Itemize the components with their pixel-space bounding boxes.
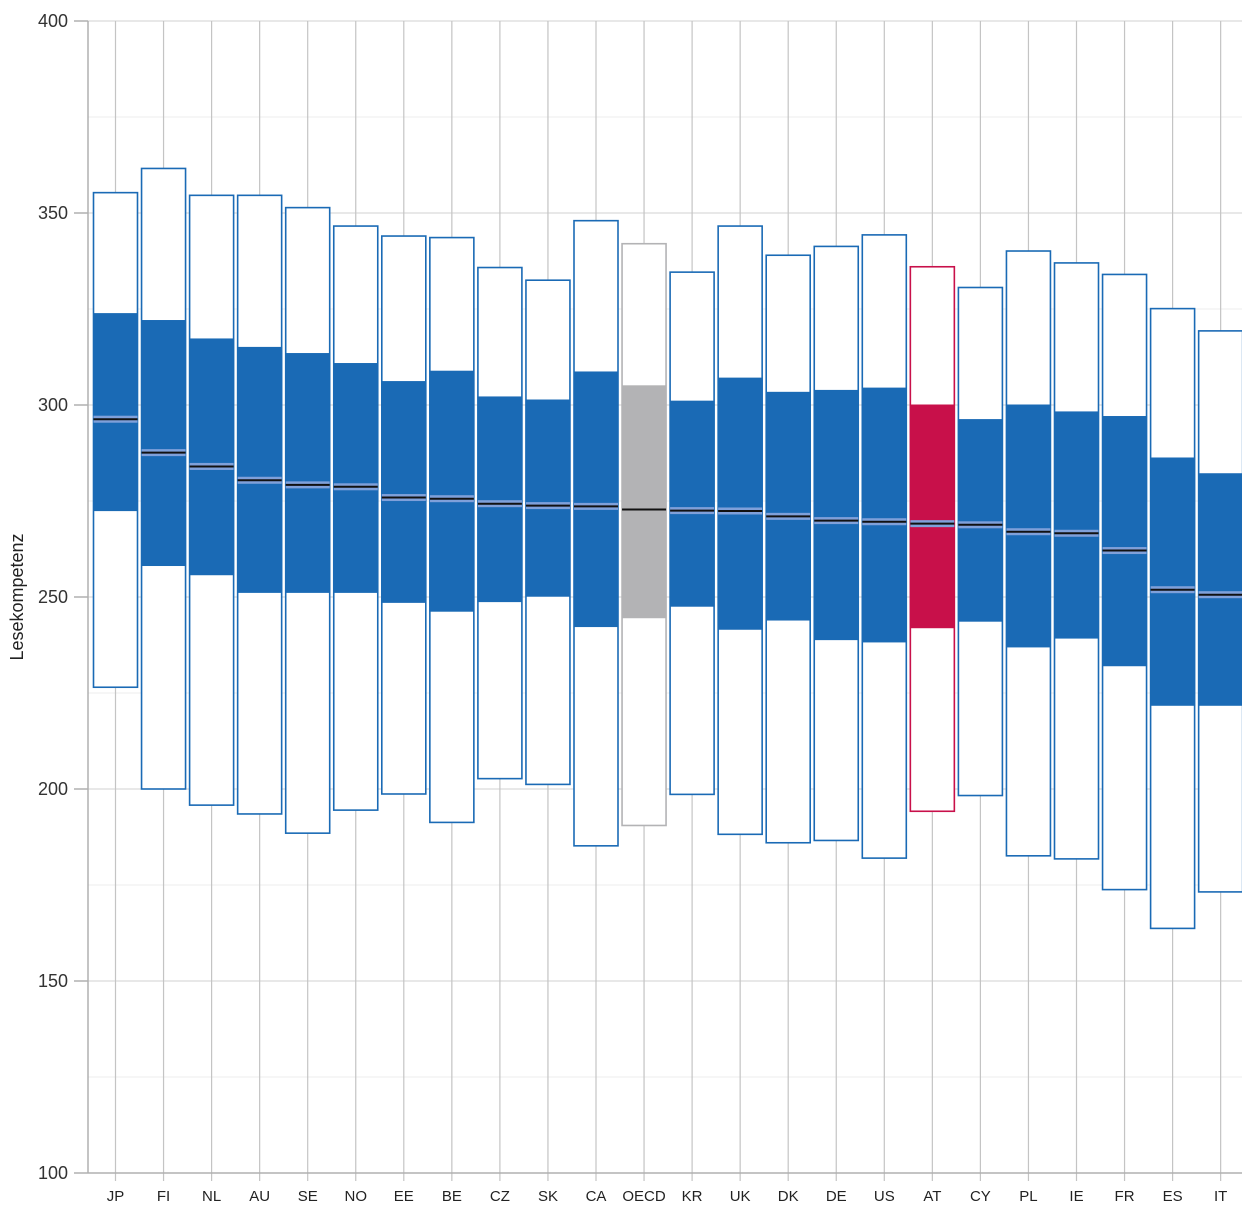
box-oecd [621, 242, 667, 827]
box-es [1149, 307, 1196, 930]
box-be [429, 236, 475, 824]
percentile-25-75-bar [1054, 411, 1099, 639]
x-category-label: IE [1069, 1188, 1083, 1205]
x-category-label: EE [394, 1188, 414, 1205]
x-category-label: CZ [490, 1188, 510, 1205]
x-category-label: IT [1214, 1188, 1227, 1205]
percentile-25-75-bar [1005, 404, 1051, 648]
x-category-label: DK [778, 1188, 799, 1205]
y-tick-label: 350 [38, 203, 68, 223]
box-cy [957, 286, 1004, 797]
x-category-label: US [874, 1188, 895, 1205]
percentile-25-75-bar [1150, 457, 1196, 706]
percentile-25-75-bar [333, 363, 379, 593]
percentile-25-75-bar [957, 419, 1003, 622]
y-tick-label: 250 [38, 587, 68, 607]
x-category-label: SK [538, 1188, 558, 1205]
percentile-25-75-bar [909, 404, 955, 629]
percentile-25-75-bar [477, 396, 523, 603]
percentile-25-75-bar [861, 387, 907, 643]
box-cz [477, 266, 523, 780]
x-category-label: CA [586, 1188, 607, 1205]
x-category-label: BE [442, 1188, 462, 1205]
box-dk [765, 254, 812, 844]
percentile-25-75-bar [621, 385, 667, 619]
percentile-25-75-bar [717, 377, 763, 630]
box-nl [188, 194, 235, 806]
x-category-label: PL [1019, 1188, 1037, 1205]
percentile-25-75-bar [237, 346, 283, 593]
x-category-label: AU [249, 1188, 270, 1205]
percentile-25-75-bar [141, 320, 187, 567]
y-axis-title: Lesekompetenz [7, 533, 27, 660]
box-ee [380, 235, 427, 795]
y-tick-label: 400 [38, 11, 68, 31]
x-category-label: NL [202, 1188, 221, 1205]
x-category-label: DE [826, 1188, 847, 1205]
y-tick-label: 150 [38, 971, 68, 991]
percentile-25-75-bar [573, 371, 619, 628]
box-uk [717, 225, 763, 836]
x-category-label: NO [345, 1188, 368, 1205]
x-category-label: UK [730, 1188, 751, 1205]
box-au [236, 194, 283, 815]
box-us [861, 234, 908, 859]
percentile-25-75-bar [765, 391, 811, 621]
percentile-25-75-bar [189, 338, 235, 576]
y-tick-label: 300 [38, 395, 68, 415]
box-ie [1053, 262, 1100, 860]
box-se [284, 206, 331, 834]
x-category-label: JP [107, 1188, 125, 1205]
box-fi [140, 167, 187, 790]
percentile-25-75-bar [93, 313, 138, 512]
box-de [813, 245, 860, 842]
box-sk [525, 279, 571, 786]
box-ca [573, 219, 619, 847]
x-category-label: FI [157, 1188, 170, 1205]
percentile-25-75-bar [429, 370, 475, 612]
box-it [1197, 330, 1242, 893]
plot-area [92, 167, 1242, 930]
y-tick-label: 100 [38, 1163, 68, 1183]
x-category-label: FR [1115, 1188, 1135, 1205]
x-category-label: ES [1163, 1188, 1183, 1205]
x-category-label: CY [970, 1188, 991, 1205]
box-jp [92, 191, 139, 689]
percentile-25-75-bar [1198, 473, 1242, 706]
x-category-label: SE [298, 1188, 318, 1205]
percentile-25-75-bar [669, 400, 715, 607]
box-pl [1005, 250, 1052, 857]
percentile-25-75-bar [381, 381, 427, 603]
box-kr [669, 271, 715, 796]
x-category-label: OECD [622, 1188, 666, 1205]
box-fr [1101, 273, 1148, 891]
percentile-25-75-bar [813, 389, 859, 641]
box-at [909, 265, 956, 813]
y-tick-label: 200 [38, 779, 68, 799]
percentile-25-75-bar [1102, 416, 1148, 667]
percentile-25-75-bar [285, 353, 331, 593]
axes: 100 150 200 250 300 350 400 JP FI NL AU SE NO EE BE CZ S… [38, 11, 1242, 1205]
box-no [332, 225, 379, 811]
x-category-label: KR [682, 1188, 703, 1205]
x-category-label: AT [923, 1188, 941, 1205]
percentile-25-75-bar [525, 399, 571, 597]
